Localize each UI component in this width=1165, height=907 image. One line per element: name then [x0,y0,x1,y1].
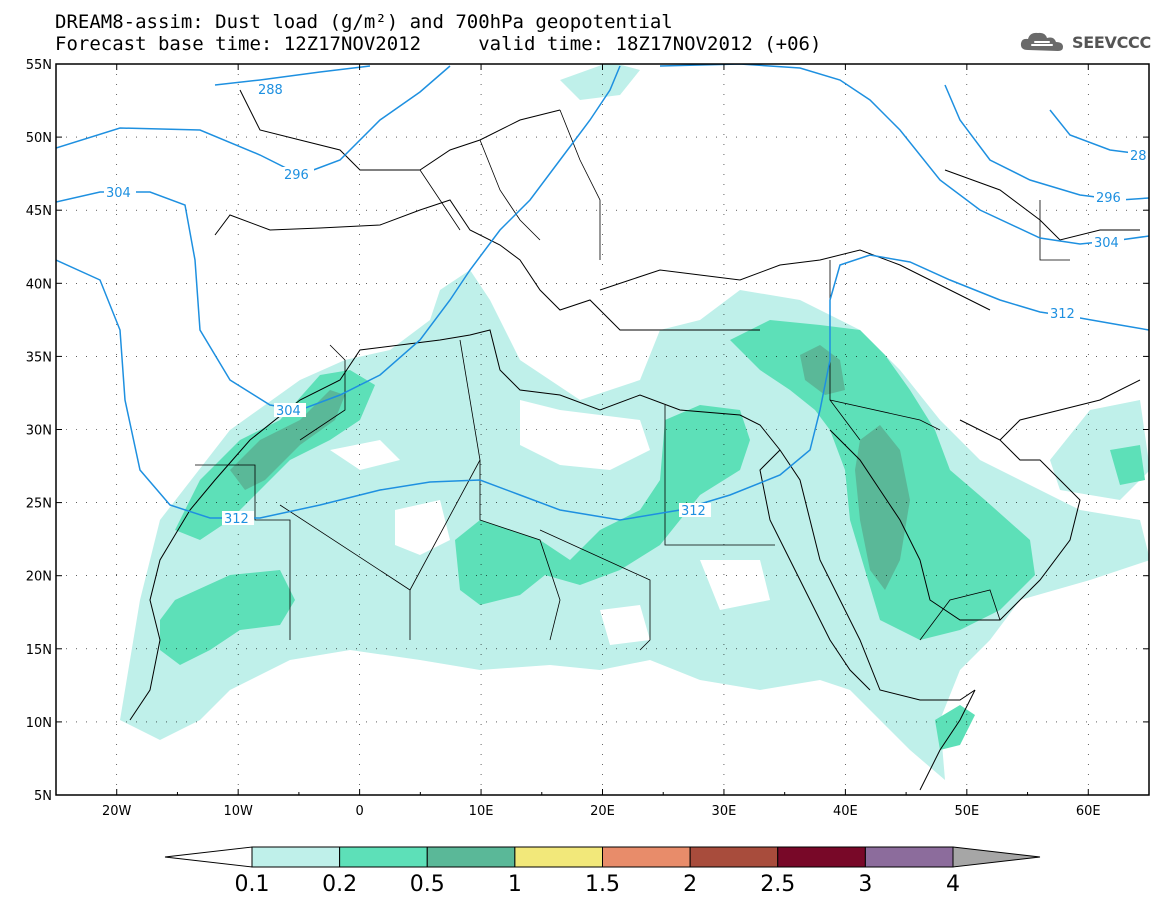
colorbar: 0.1 0.2 0.5 1 1.5 2 2.5 3 4 [164,846,1041,897]
colorbar-level-label: 3 [858,872,872,897]
colorbar-arrow-low [164,846,253,868]
seevccc-logo: SEEVCCC [1018,28,1151,56]
country-borders [195,109,1070,651]
lat-tick-label: 20N [26,570,52,585]
contour-label: 288 [258,83,283,98]
lat-tick-label: 15N [26,643,52,658]
colorbar-swatch [864,846,954,868]
contour-labels: 288 296 304 304 312 312 28 296 304 312 [104,82,1149,527]
contour-label: 28 [1130,149,1147,164]
lat-tick-label: 40N [26,277,52,292]
colorbar-swatch [777,846,866,868]
gridlines [56,64,1149,795]
lat-tick-label: 5N [34,789,52,804]
colorbar-swatch [689,846,779,868]
lon-tick-label: 20W [102,804,132,819]
cloud-icon [1020,32,1063,51]
colorbar-level-label: 2.5 [760,872,795,897]
colorbar-level-label: 1 [508,872,522,897]
lat-tick-label: 30N [26,424,52,439]
colorbar-swatch [339,846,428,868]
contour-label: 296 [1096,191,1121,206]
lon-tick-label: 0 [355,804,363,819]
colorbar-level-label: 0.2 [322,872,357,897]
lon-tick-label: 30E [712,804,737,819]
lon-tick-label: 50E [954,804,979,819]
contour-label: 304 [106,186,131,201]
map-title: DREAM8-assim: Dust load (g/m²) and 700hP… [55,11,673,33]
logo-text: SEEVCCC [1072,32,1151,52]
contour-label: 312 [681,504,706,519]
colorbar-swatch [514,846,603,868]
colorbar-level-label: 0.5 [410,872,445,897]
lat-tick-label: 45N [26,204,52,219]
colorbar-level-label: 1.5 [585,872,620,897]
lat-tick-label: 55N [26,58,52,73]
lat-tick-label: 35N [26,350,52,365]
lon-tick-label: 60E [1076,804,1101,819]
colorbar-level-label: 2 [683,872,697,897]
colorbar-swatch [251,846,341,868]
colorbar-level-label: 4 [946,872,960,897]
map-content: 288 296 304 304 312 312 28 296 304 312 [56,64,1149,795]
lat-tick-label: 50N [26,131,52,146]
dust-level-0.5 [230,345,910,590]
contour-label: 312 [1050,307,1075,322]
forecast-time-line: Forecast base time: 12Z17NOV2012 valid t… [55,33,822,55]
lon-tick-label: 40E [833,804,858,819]
lat-tick-label: 10N [26,716,52,731]
colorbar-swatch [426,846,516,868]
contour-label: 304 [276,404,301,419]
coastlines [129,89,1141,791]
contour-label: 312 [224,512,249,527]
colorbar-level-label: 0.1 [235,872,270,897]
lon-tick-label: 10E [469,804,494,819]
colorbar-swatch [602,846,691,868]
contour-label: 296 [284,168,309,183]
lon-tick-label: 20E [590,804,615,819]
longitude-axis: 20W 10W 0 10E 20E 30E 40E 50E 60E [55,64,1150,819]
colorbar-arrow-high [952,846,1041,868]
contour-label: 304 [1094,236,1119,251]
lat-tick-label: 25N [26,497,52,512]
lon-tick-label: 10W [223,804,253,819]
latitude-axis: 55N 50N 45N 40N 35N 30N 25N 20N 15N 10N 5N [26,58,1149,804]
